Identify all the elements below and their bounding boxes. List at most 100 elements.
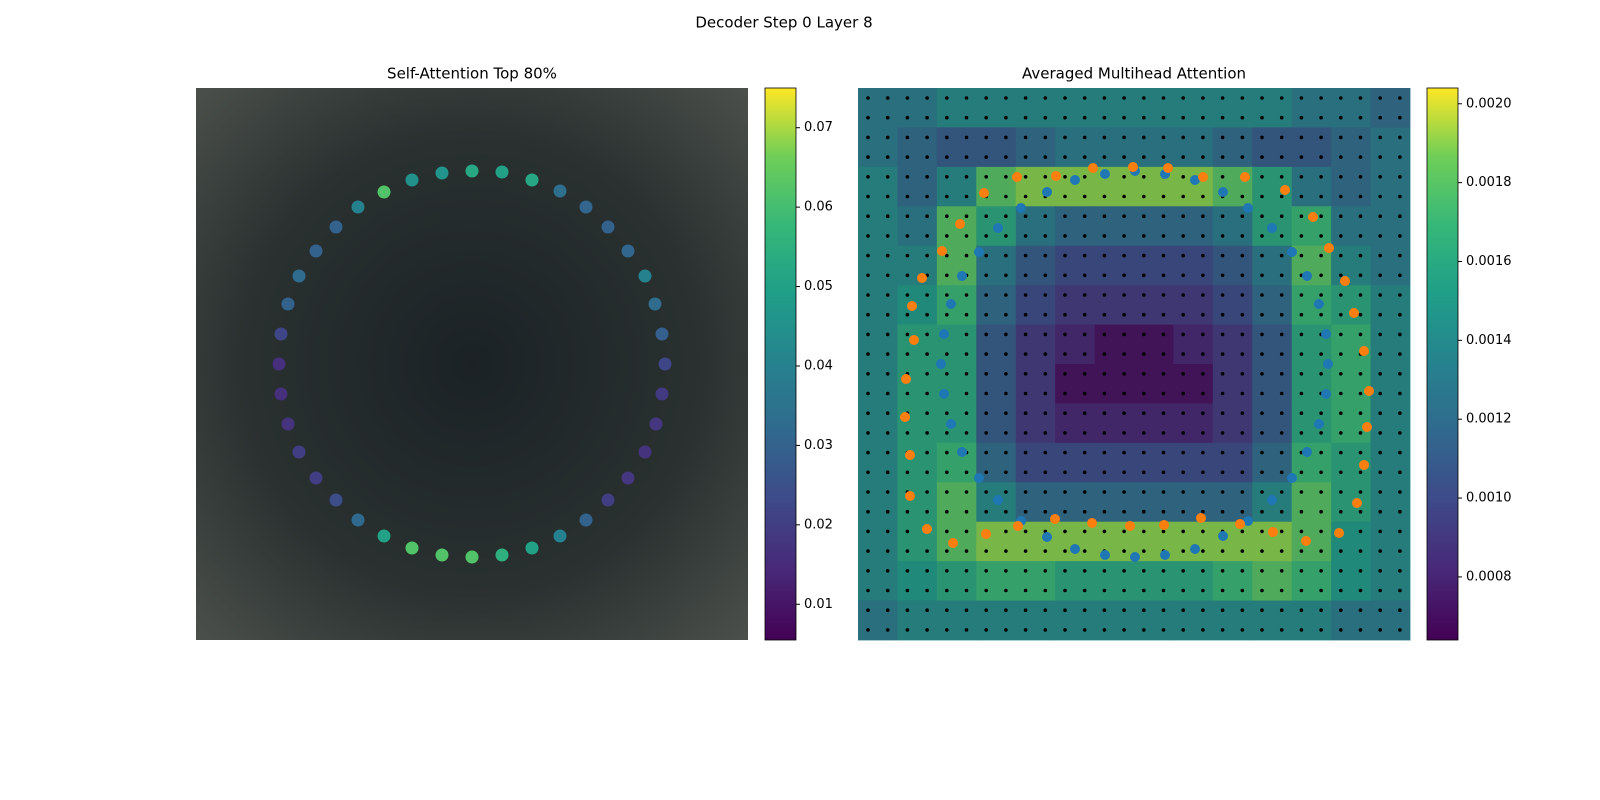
grid-dot bbox=[905, 175, 910, 179]
grid-dot bbox=[1220, 332, 1225, 337]
grid-dot bbox=[1122, 293, 1126, 297]
grid-dot bbox=[1319, 470, 1323, 475]
grid-dot bbox=[1201, 470, 1205, 475]
grid-dot bbox=[1358, 293, 1363, 297]
grid-dot bbox=[905, 431, 910, 435]
grid-dot bbox=[1299, 293, 1304, 297]
heat-cell bbox=[1291, 403, 1332, 444]
grid-dot bbox=[1339, 332, 1343, 337]
grid-dot bbox=[1122, 155, 1126, 159]
point bbox=[1198, 172, 1208, 182]
grid-dot bbox=[1122, 411, 1126, 416]
heat-cell bbox=[1331, 127, 1372, 168]
heat-cell bbox=[1015, 482, 1056, 523]
grid-dot bbox=[1142, 214, 1146, 218]
grid-dot bbox=[1181, 509, 1185, 514]
grid-dot bbox=[945, 234, 949, 238]
grid-dot bbox=[1398, 588, 1402, 593]
grid-dot bbox=[984, 608, 988, 612]
grid-dot bbox=[945, 509, 949, 514]
grid-dot bbox=[1023, 470, 1028, 475]
heat-cell bbox=[1055, 127, 1096, 168]
point bbox=[939, 389, 949, 399]
heat-cell bbox=[1094, 442, 1135, 483]
grid-dot bbox=[1161, 135, 1166, 140]
heat-cell bbox=[1291, 88, 1332, 128]
grid-dot bbox=[945, 253, 949, 258]
grid-dot bbox=[1122, 391, 1126, 396]
point bbox=[377, 185, 391, 199]
grid-dot bbox=[866, 529, 870, 534]
point bbox=[1287, 473, 1297, 483]
grid-dot bbox=[1358, 96, 1363, 100]
point bbox=[638, 269, 652, 283]
colorbar-tick-label: 0.0012 bbox=[1466, 412, 1512, 427]
grid-dot bbox=[885, 253, 890, 258]
grid-dot bbox=[1161, 391, 1166, 396]
grid-dot bbox=[1378, 490, 1382, 494]
grid-dot bbox=[1201, 293, 1205, 297]
colorbar-tick-label: 0.0016 bbox=[1466, 254, 1512, 269]
grid-dot bbox=[964, 628, 969, 632]
grid-dot bbox=[1339, 391, 1343, 396]
grid-dot bbox=[1102, 253, 1107, 258]
point bbox=[1125, 521, 1135, 531]
heat-cell bbox=[1252, 561, 1293, 602]
grid-dot bbox=[1299, 372, 1304, 376]
grid-dot bbox=[945, 135, 949, 140]
heat-cell bbox=[1173, 206, 1214, 247]
heat-cell bbox=[1094, 403, 1135, 444]
point bbox=[621, 244, 635, 258]
grid-dot bbox=[1122, 431, 1126, 435]
heat-cell bbox=[1094, 561, 1135, 602]
grid-dot bbox=[925, 135, 929, 140]
grid-dot bbox=[905, 253, 910, 258]
grid-dot bbox=[1161, 431, 1166, 435]
grid-dot bbox=[1043, 509, 1048, 514]
heat-cell bbox=[976, 166, 1017, 207]
heat-cell bbox=[1291, 285, 1332, 326]
heat-cell bbox=[897, 403, 938, 444]
grid-dot bbox=[1023, 391, 1028, 396]
grid-dot bbox=[1004, 332, 1008, 337]
grid-dot bbox=[1319, 253, 1323, 258]
grid-dot bbox=[1220, 352, 1225, 356]
grid-dot bbox=[1122, 175, 1126, 179]
grid-dot bbox=[1240, 96, 1245, 100]
grid-dot bbox=[885, 175, 890, 179]
heat-cell bbox=[1252, 88, 1293, 128]
grid-dot bbox=[945, 549, 949, 553]
grid-dot bbox=[945, 175, 949, 179]
grid-dot bbox=[1260, 431, 1264, 435]
grid-dot bbox=[1161, 569, 1166, 573]
background-photo bbox=[196, 88, 748, 640]
point bbox=[1012, 172, 1022, 182]
grid-dot bbox=[1358, 450, 1363, 455]
grid-dot bbox=[1339, 372, 1343, 376]
grid-dot bbox=[905, 293, 910, 297]
grid-dot bbox=[964, 234, 969, 238]
grid-dot bbox=[1142, 135, 1146, 140]
point bbox=[1042, 187, 1052, 197]
grid-dot bbox=[1142, 391, 1146, 396]
heat-cell bbox=[1370, 600, 1411, 641]
grid-dot bbox=[925, 450, 929, 455]
grid-dot bbox=[1260, 628, 1264, 632]
grid-dot bbox=[885, 352, 890, 356]
grid-dot bbox=[1181, 293, 1185, 297]
grid-dot bbox=[1122, 490, 1126, 494]
grid-dot bbox=[925, 234, 929, 238]
heat-cell bbox=[1212, 364, 1253, 404]
grid-dot bbox=[1102, 312, 1107, 317]
heat-cell bbox=[1134, 245, 1174, 286]
grid-dot bbox=[1082, 411, 1087, 416]
point bbox=[1323, 359, 1333, 369]
point bbox=[272, 357, 286, 371]
grid-dot bbox=[1161, 273, 1166, 278]
heat-cell bbox=[1331, 285, 1372, 326]
heat-cell bbox=[1212, 561, 1253, 602]
point bbox=[993, 223, 1003, 233]
grid-dot bbox=[1102, 234, 1107, 238]
heat-cell bbox=[1055, 600, 1096, 641]
grid-dot bbox=[1378, 96, 1382, 100]
